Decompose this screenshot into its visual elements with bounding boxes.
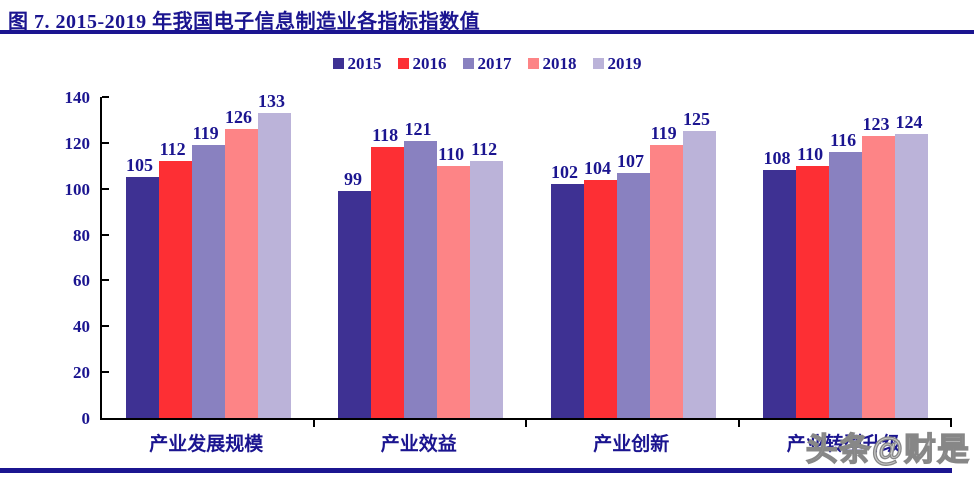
bar-chart-plot-area: 105 112 119 126 133 99 118 121 110 112 102 104 107 11… xyxy=(100,92,953,427)
bar-2016-产业效益 xyxy=(371,147,405,418)
bar-2019-产业创新 xyxy=(682,131,716,418)
bar-value-label: 99 xyxy=(343,169,362,190)
bar-value-label: 123 xyxy=(862,113,890,134)
bar-value-label: 116 xyxy=(830,130,857,151)
bar-value-label: 119 xyxy=(192,123,219,144)
legend-label: 2017 xyxy=(477,54,512,73)
legend-label: 2015 xyxy=(347,54,382,73)
legend-swatch-2018 xyxy=(527,58,539,69)
y-axis-tick xyxy=(102,279,109,282)
y-axis-tick xyxy=(102,233,109,236)
bar-2017-产业发展规模 xyxy=(191,145,225,418)
watermark-text: 头条@财是 xyxy=(805,431,970,468)
bar-2019-产业效益 xyxy=(470,161,504,418)
y-axis-tick xyxy=(102,187,109,190)
y-axis-label: 40 xyxy=(73,317,90,337)
y-axis-label: 0 xyxy=(81,409,91,428)
legend-item-2018: 2018 xyxy=(527,54,577,73)
category-label-3: 产业创新 xyxy=(593,434,670,455)
legend-item-2015: 2015 xyxy=(332,54,382,73)
bar-2019-产业发展规模 xyxy=(257,113,291,418)
bar-group-1: 105 112 119 126 133 xyxy=(102,92,315,418)
bar-value-label: 110 xyxy=(438,143,465,164)
bar-2015-产业发展规模 xyxy=(125,177,159,418)
bar-value-label: 105 xyxy=(126,155,154,176)
x-axis-tick xyxy=(950,420,952,427)
bottom-rule xyxy=(0,468,952,473)
bar-2015-产业转型升级 xyxy=(763,170,797,418)
bar-2018-产业发展规模 xyxy=(224,129,258,418)
legend-label: 2016 xyxy=(412,54,447,73)
bar-value-label: 133 xyxy=(258,91,286,112)
bar-value-label: 112 xyxy=(471,139,498,160)
bar-value-label: 102 xyxy=(551,162,579,183)
bar-2016-产业发展规模 xyxy=(158,161,192,418)
x-axis-tick xyxy=(525,420,527,427)
y-axis-tick xyxy=(102,371,109,374)
bar-2018-产业转型升级 xyxy=(862,135,896,418)
bar-value-label: 126 xyxy=(225,107,253,128)
y-axis-tick xyxy=(102,141,109,144)
legend-label: 2019 xyxy=(607,54,642,73)
bar-value-label: 119 xyxy=(650,123,677,144)
bar-value-label: 118 xyxy=(372,125,399,146)
bar-value-label: 124 xyxy=(895,111,923,132)
bar-value-label: 107 xyxy=(617,150,645,171)
legend-swatch-2016 xyxy=(397,58,409,69)
y-axis-label: 60 xyxy=(73,271,90,291)
bar-2015-产业创新 xyxy=(550,184,584,418)
title-rule xyxy=(0,30,974,34)
x-axis-tick xyxy=(737,420,740,427)
bar-2018-产业效益 xyxy=(437,165,471,418)
y-axis-label: 20 xyxy=(73,363,90,383)
legend-swatch-2017 xyxy=(462,58,474,69)
category-label-2: 产业效益 xyxy=(380,434,457,455)
y-axis-label: 80 xyxy=(73,225,90,245)
legend-swatch-2015 xyxy=(332,58,344,69)
bar-value-label: 104 xyxy=(584,157,612,178)
chart-legend: 2015 2016 2017 2018 2019 xyxy=(0,55,974,72)
legend-item-2017: 2017 xyxy=(462,54,512,73)
category-label-4: 产业转型升级 xyxy=(786,434,901,455)
bar-group-3: 102 104 107 119 125 xyxy=(527,97,740,418)
y-axis-label: 140 xyxy=(64,88,91,107)
legend-label: 2018 xyxy=(542,54,577,73)
bar-2016-产业创新 xyxy=(583,179,617,418)
bar-value-label: 108 xyxy=(763,148,791,169)
bar-group-2: 99 118 121 110 112 xyxy=(315,97,528,418)
figure-title: 图 7. 2015-2019 年我国电子信息制造业各指标指数值 xyxy=(8,11,481,33)
legend-swatch-2019 xyxy=(592,58,604,69)
bar-value-label: 110 xyxy=(797,143,824,164)
bar-2017-产业转型升级 xyxy=(829,152,863,418)
category-label-1: 产业发展规模 xyxy=(149,434,264,455)
y-axis-tick xyxy=(102,325,109,328)
bar-2018-产业创新 xyxy=(649,145,683,418)
x-axis-tick xyxy=(312,420,315,427)
legend-item-2019: 2019 xyxy=(592,54,642,73)
bar-2016-产业转型升级 xyxy=(796,165,830,418)
bar-2017-产业创新 xyxy=(616,172,650,418)
bar-2017-产业效益 xyxy=(404,140,438,418)
bar-value-label: 112 xyxy=(159,139,186,160)
y-axis-tick xyxy=(102,96,109,98)
y-axis-label: 120 xyxy=(64,133,91,153)
bar-2019-产业转型升级 xyxy=(895,133,929,418)
bar-group-4: 108 110 116 123 124 xyxy=(740,97,953,418)
y-axis-label: 100 xyxy=(64,179,91,199)
legend-item-2016: 2016 xyxy=(397,54,447,73)
bar-value-label: 125 xyxy=(683,109,711,130)
bar-value-label: 121 xyxy=(404,118,432,139)
bar-2015-产业效益 xyxy=(338,191,372,418)
